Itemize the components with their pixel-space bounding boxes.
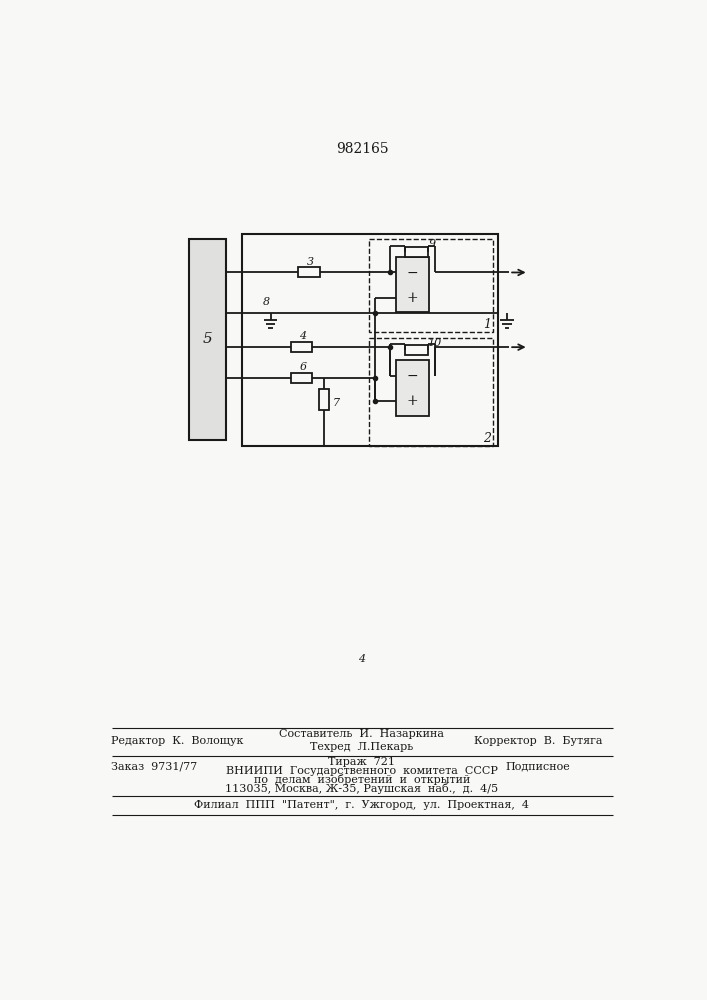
- Bar: [291, 373, 312, 383]
- Text: 982165: 982165: [336, 142, 388, 156]
- Text: Подписное: Подписное: [506, 762, 571, 772]
- Bar: [396, 360, 428, 416]
- Text: 10: 10: [427, 338, 441, 348]
- Bar: [189, 239, 226, 440]
- Text: Редактор  К.  Волощук: Редактор К. Волощук: [111, 736, 244, 746]
- Text: 5: 5: [203, 332, 213, 346]
- Text: Заказ  9731/77: Заказ 9731/77: [111, 762, 197, 772]
- Text: 4: 4: [300, 331, 307, 341]
- Bar: [404, 345, 428, 355]
- Bar: [319, 389, 329, 410]
- Text: 7: 7: [333, 398, 340, 408]
- Bar: [242, 234, 498, 446]
- Bar: [396, 257, 428, 312]
- Text: 6: 6: [300, 362, 307, 372]
- Text: −: −: [407, 369, 418, 383]
- Text: 3: 3: [308, 257, 315, 267]
- Bar: [298, 267, 320, 277]
- Text: Тираж  721: Тираж 721: [329, 757, 395, 767]
- Text: Филиал  ППП  "Патент",  г.  Ужгород,  ул.  Проектная,  4: Филиал ППП "Патент", г. Ужгород, ул. Про…: [194, 800, 530, 810]
- Text: Составитель  И.  Назаркина: Составитель И. Назаркина: [279, 729, 445, 739]
- Bar: [369, 338, 493, 446]
- Text: 2: 2: [483, 432, 491, 445]
- Text: +: +: [407, 394, 418, 408]
- Text: 4: 4: [358, 654, 366, 664]
- Bar: [404, 247, 428, 257]
- Text: Корректор  В.  Бутяга: Корректор В. Бутяга: [474, 736, 602, 746]
- Text: ВНИИПИ  Государственного  комитета  СССР: ВНИИПИ Государственного комитета СССР: [226, 766, 498, 776]
- Bar: [369, 239, 493, 332]
- Text: 113035, Москва, Ж-35, Раушская  наб.,  д.  4/5: 113035, Москва, Ж-35, Раушская наб., д. …: [226, 783, 498, 794]
- Bar: [291, 342, 312, 352]
- Text: Техред  Л.Пекарь: Техред Л.Пекарь: [310, 742, 414, 752]
- Text: 1: 1: [483, 318, 491, 331]
- Text: 8: 8: [263, 297, 270, 307]
- Text: −: −: [407, 265, 418, 279]
- Text: +: +: [407, 291, 418, 305]
- Text: 9: 9: [428, 239, 436, 249]
- Text: по  делам  изобретений  и  открытий: по делам изобретений и открытий: [254, 774, 470, 785]
